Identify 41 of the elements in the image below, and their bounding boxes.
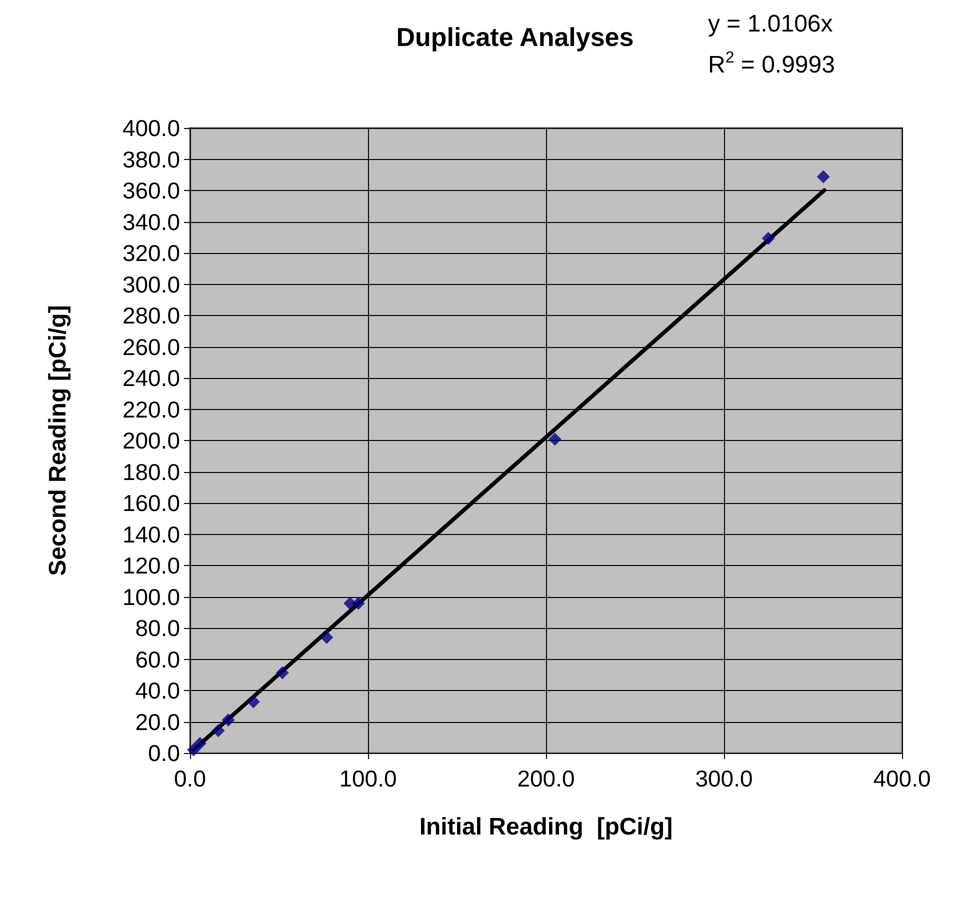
y-tick-label: 280.0 [122, 302, 180, 328]
y-tick-label: 160.0 [122, 490, 180, 516]
text: y = 1.0106x [708, 10, 833, 38]
y-tick-label: 340.0 [122, 208, 180, 235]
x-tick-label: 200.0 [517, 766, 575, 792]
y-tick-label: 400.0 [122, 115, 180, 141]
x-tick-label: 300.0 [695, 766, 753, 792]
point [352, 596, 365, 610]
y-tick-label: 40.0 [135, 678, 180, 704]
x-tick-label: 0.0 [174, 766, 206, 792]
y-axis-title: Second Reading [pCi/g] [44, 305, 72, 576]
y-tick-label: 100.0 [122, 584, 180, 610]
x-axis-title: Initial Reading [pCi/g] [419, 814, 673, 840]
y-tick-label: 120.0 [122, 552, 180, 578]
y-tick-label: 60.0 [135, 646, 180, 672]
point [222, 714, 235, 727]
point [246, 695, 260, 708]
y-tick-label: 180.0 [122, 458, 180, 485]
y-tick-label: 80.0 [135, 615, 180, 641]
y-tick-label: 380.0 [122, 146, 180, 172]
y-tick-label: 220.0 [122, 396, 180, 422]
y-tick-label: 140.0 [122, 521, 180, 548]
y-tick-label: 200.0 [122, 428, 180, 454]
x-tick-label: 100.0 [339, 766, 397, 792]
y-tick-label: 260.0 [122, 334, 180, 360]
x-tick-label: 400.0 [873, 766, 931, 792]
chart-title: Duplicate Analyses [396, 22, 634, 52]
point [762, 232, 775, 245]
y-tick-label: 300.0 [122, 271, 180, 298]
y-tick-label: 0.0 [148, 740, 180, 766]
y-tick-label: 240.0 [122, 365, 180, 391]
y-tick-label: 360.0 [122, 178, 180, 204]
point [276, 666, 289, 680]
y-tick-label: 320.0 [122, 240, 180, 266]
point [187, 743, 200, 756]
point [320, 630, 334, 644]
point [548, 432, 562, 446]
point [212, 724, 225, 738]
point [816, 170, 830, 184]
point [193, 736, 206, 750]
y-tick-label: 20.0 [135, 708, 180, 735]
